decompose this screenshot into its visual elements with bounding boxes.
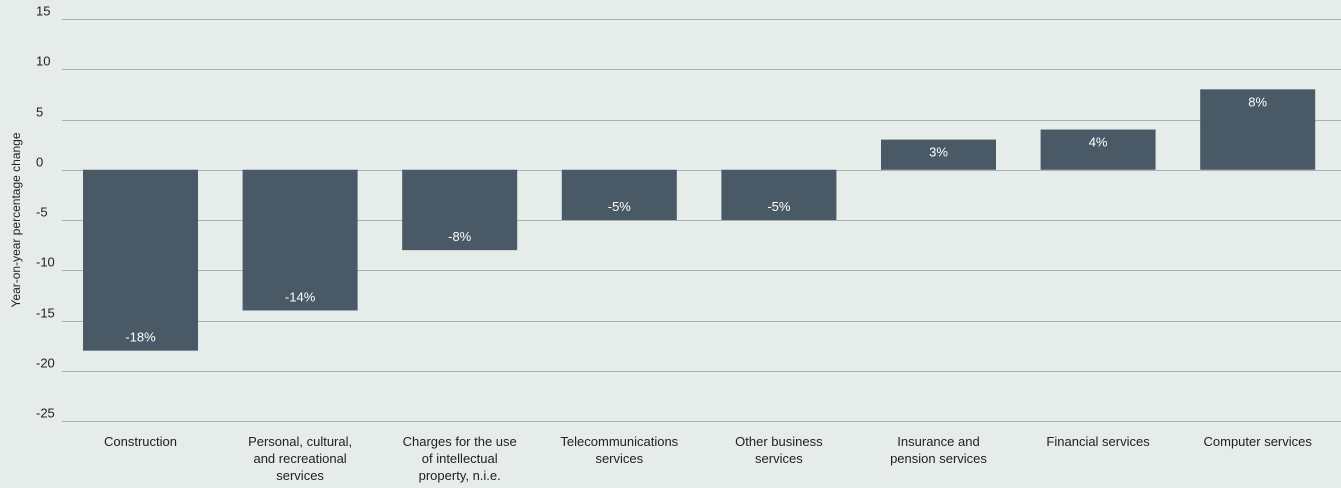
bar xyxy=(881,139,996,170)
y-tick-label: 5 xyxy=(36,105,43,120)
bar xyxy=(242,169,358,311)
y-tick-label: -20 xyxy=(36,356,55,371)
category-label-line: Construction xyxy=(104,434,177,449)
category-label-line: services xyxy=(595,451,643,466)
data-label: -14% xyxy=(285,289,316,304)
data-label: 3% xyxy=(929,145,948,160)
category-label-line: Other business xyxy=(735,434,823,449)
data-label: -5% xyxy=(608,199,632,214)
y-tick-label: -10 xyxy=(36,255,55,270)
y-tick-label: 0 xyxy=(36,155,43,170)
category-label: Financial services xyxy=(1046,434,1150,449)
y-tick-label: -25 xyxy=(36,406,55,421)
data-labels: -18% -14% -8% -5% -5% 3% 4% 8% xyxy=(125,94,1267,344)
data-label: 4% xyxy=(1089,135,1108,150)
y-axis-title: Year-on-year percentage change xyxy=(9,132,23,307)
data-label: 8% xyxy=(1248,94,1267,109)
category-label-line: pension services xyxy=(890,451,987,466)
category-label: Charges for the use of intellectual proper… xyxy=(403,434,517,483)
category-label-line: services xyxy=(755,451,803,466)
category-label: Insurance and pension services xyxy=(890,434,987,466)
category-label: Computer services xyxy=(1204,434,1313,449)
bar xyxy=(83,169,198,351)
data-label: -18% xyxy=(125,330,156,345)
category-label-line: Financial services xyxy=(1046,434,1150,449)
category-label-line: of intellectual xyxy=(422,451,498,466)
category-label-line: Charges for the use xyxy=(403,434,517,449)
y-tick-label: -5 xyxy=(36,205,48,220)
bar xyxy=(1200,89,1316,170)
category-label-line: services xyxy=(276,468,324,483)
category-label-line: Personal, cultural, xyxy=(248,434,352,449)
y-axis-tick-labels: 15 10 5 0 -5 -10 -15 -20 -25 xyxy=(36,4,55,421)
data-label: -8% xyxy=(448,229,472,244)
bar xyxy=(402,169,518,251)
y-tick-label: 15 xyxy=(36,4,50,19)
bars xyxy=(83,89,1316,351)
category-label-line: Telecommunications xyxy=(560,434,678,449)
category-label: Construction xyxy=(104,434,177,449)
x-axis-category-labels: Construction Personal, cultural, and recre… xyxy=(104,434,1312,483)
category-label-line: Computer services xyxy=(1204,434,1313,449)
category-label-line: Insurance and xyxy=(897,434,979,449)
bar xyxy=(561,169,677,220)
category-label-line: and recreational xyxy=(253,451,346,466)
category-label: Other business services xyxy=(735,434,823,466)
y-tick-label: 10 xyxy=(36,54,50,69)
data-label: -5% xyxy=(767,199,791,214)
category-label-line: property, n.i.e. xyxy=(419,468,501,483)
y-tick-label: -15 xyxy=(36,306,55,321)
category-label: Telecommunications services xyxy=(560,434,678,466)
category-label: Personal, cultural, and recreational servi… xyxy=(248,434,352,483)
bar xyxy=(1040,129,1156,170)
bar xyxy=(721,169,837,220)
